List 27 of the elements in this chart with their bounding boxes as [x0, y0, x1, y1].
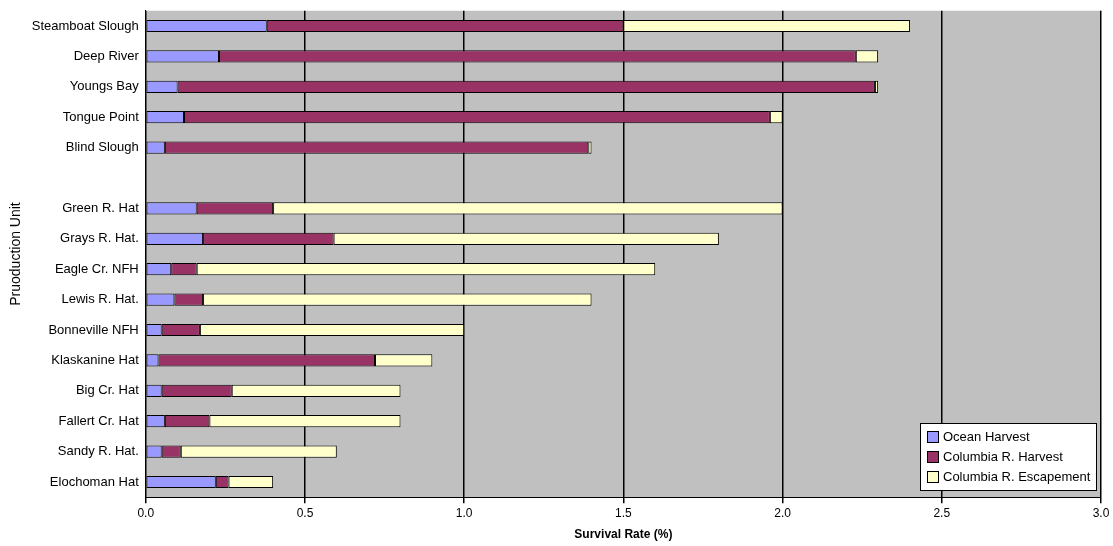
- legend-label: Columbia R. Harvest: [943, 448, 1063, 467]
- x-axis-title: Survival Rate (%): [574, 527, 673, 542]
- x-tick-label: 2.5: [933, 505, 951, 520]
- y-tick-label: Green R. Hat: [62, 199, 140, 215]
- y-tick-label: Youngs Bay: [69, 78, 140, 94]
- x-tick-label: 0.0: [137, 505, 155, 520]
- x-tick-label: 3.0: [1092, 505, 1110, 520]
- y-tick-label: Klaskanine Hat: [51, 351, 140, 367]
- y-axis-title: Pruoduction Unit: [7, 202, 24, 306]
- legend-label: Ocean Harvest: [943, 428, 1030, 447]
- legend-label: Columbia R. Escapement: [943, 468, 1091, 487]
- y-tick-label: Blind Slough: [65, 139, 139, 155]
- x-tick-label: 1.5: [615, 505, 633, 520]
- y-tick-label: Lewis R. Hat.: [61, 291, 139, 307]
- y-tick-label: Big Cr. Hat: [75, 382, 140, 398]
- y-tick-label: Fallert Cr. Hat: [58, 412, 140, 428]
- y-tick-label: Eagle Cr. NFH: [54, 260, 139, 276]
- y-tick-label: Elochoman Hat: [49, 473, 140, 489]
- y-tick-label: Deep River: [73, 47, 140, 63]
- x-tick-label: 0.5: [296, 505, 314, 520]
- y-tick-label: Grays R. Hat.: [60, 230, 139, 246]
- y-tick-label: Bonneville NFH: [48, 321, 139, 337]
- x-tick-label: 2.0: [774, 505, 792, 520]
- y-tick-label: Steamboat Slough: [31, 17, 139, 33]
- x-tick-label: 1.0: [455, 505, 473, 520]
- y-tick-label: Tongue Point: [62, 108, 140, 124]
- y-tick-label: Sandy R. Hat.: [57, 443, 139, 459]
